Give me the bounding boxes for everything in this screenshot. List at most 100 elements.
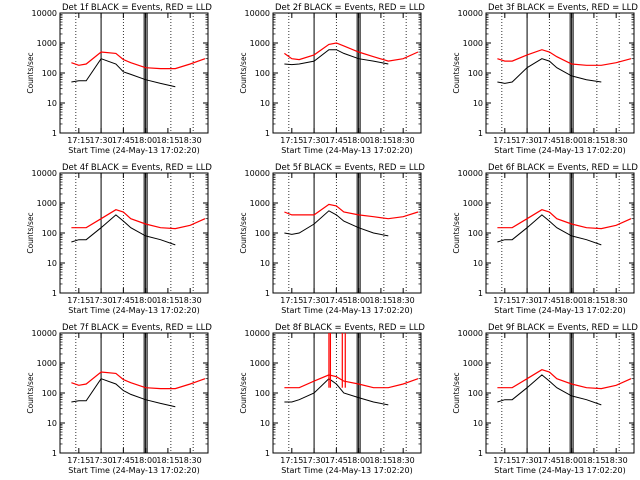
y-tick-label: 100	[42, 69, 57, 78]
y-tick-label: 1	[52, 289, 57, 298]
y-tick-label: 1000	[37, 359, 57, 368]
series-lld-line	[284, 42, 419, 62]
x-tick-label: 17:15	[67, 136, 90, 145]
y-tick-label: 100	[42, 229, 57, 238]
y-tick-label: 100	[255, 229, 270, 238]
x-tick-label: 18:30	[605, 456, 628, 465]
y-tick-label: 1000	[463, 199, 483, 208]
x-axis-label: Start Time (24-May-13 17:02:20)	[68, 466, 199, 475]
x-tick-label: 17:45	[112, 296, 135, 305]
x-tick-label: 17:30	[90, 296, 113, 305]
y-tick-label: 10000	[245, 169, 270, 178]
y-axis-label: Counts/sec	[26, 212, 35, 253]
x-tick-label: 18:15	[369, 456, 392, 465]
y-axis-label: Counts/sec	[239, 52, 248, 93]
y-tick-label: 100	[42, 389, 57, 398]
axes-frame	[272, 172, 422, 294]
x-tick-label: 18:30	[605, 296, 628, 305]
panel-7: Det 7f BLACK = Events, RED = LLD 1 10 100 10…	[26, 323, 212, 475]
y-tick-label: 100	[468, 229, 483, 238]
x-tick-label: 18:00	[560, 456, 583, 465]
panel-title: Det 1f BLACK = Events, RED = LLD	[62, 3, 212, 13]
y-tick-label: 1000	[250, 199, 270, 208]
y-tick-label: 1000	[37, 39, 57, 48]
panel-8: Det 8f BLACK = Events, RED = LLD 1 10 100 10…	[239, 323, 425, 475]
y-axis-label: Counts/sec	[26, 52, 35, 93]
y-axis-label: Counts/sec	[239, 372, 248, 413]
axes-frame	[485, 332, 635, 454]
axes-frame	[59, 12, 209, 134]
y-tick-label: 1	[265, 129, 270, 138]
x-tick-label: 17:15	[493, 296, 516, 305]
x-tick-label: 17:15	[67, 296, 90, 305]
x-tick-label: 17:45	[538, 296, 561, 305]
x-tick-label: 17:15	[493, 136, 516, 145]
x-tick-label: 17:30	[516, 136, 539, 145]
y-tick-label: 100	[255, 389, 270, 398]
series-lld-line	[497, 209, 632, 230]
y-tick-label: 1	[265, 289, 270, 298]
series-events-line	[284, 49, 389, 66]
panel-1: Det 1f BLACK = Events, RED = LLD 1 10 100 10…	[26, 3, 212, 155]
y-tick-label: 1	[52, 129, 57, 138]
y-axis-label: Counts/sec	[26, 372, 35, 413]
x-tick-label: 17:15	[280, 456, 303, 465]
series-lld-line	[284, 203, 419, 220]
y-tick-label: 10	[260, 259, 270, 268]
x-tick-label: 17:45	[538, 136, 561, 145]
y-tick-label: 10	[473, 99, 483, 108]
x-tick-label: 17:45	[538, 456, 561, 465]
x-tick-label: 18:15	[369, 136, 392, 145]
x-tick-label: 17:45	[325, 296, 348, 305]
y-tick-label: 10000	[245, 329, 270, 338]
panel-title: Det 9f BLACK = Events, RED = LLD	[488, 323, 638, 333]
y-tick-label: 1000	[463, 359, 483, 368]
y-tick-label: 100	[468, 69, 483, 78]
x-tick-label: 18:00	[347, 456, 370, 465]
series-events-line	[497, 374, 602, 406]
x-tick-label: 17:30	[303, 456, 326, 465]
y-tick-label: 10000	[458, 329, 483, 338]
x-tick-label: 18:15	[156, 296, 179, 305]
panel-2: Det 2f BLACK = Events, RED = LLD 1 10 100 10…	[239, 3, 425, 155]
y-tick-label: 1000	[463, 39, 483, 48]
x-tick-label: 17:30	[516, 456, 539, 465]
panel-title: Det 5f BLACK = Events, RED = LLD	[275, 163, 425, 173]
x-tick-label: 18:15	[582, 136, 605, 145]
y-tick-label: 10	[260, 99, 270, 108]
series-events-line	[284, 378, 389, 406]
axes-frame	[272, 12, 422, 134]
x-tick-label: 17:30	[90, 456, 113, 465]
series-lld-line	[284, 374, 419, 389]
y-tick-label: 100	[468, 389, 483, 398]
x-axis-label: Start Time (24-May-13 17:02:20)	[494, 306, 625, 315]
x-tick-label: 18:15	[582, 456, 605, 465]
x-tick-label: 17:45	[325, 456, 348, 465]
x-tick-label: 18:30	[392, 296, 415, 305]
x-tick-label: 18:15	[156, 456, 179, 465]
y-axis-label: Counts/sec	[452, 52, 461, 93]
y-tick-label: 1	[478, 289, 483, 298]
panel-title: Det 6f BLACK = Events, RED = LLD	[488, 163, 638, 173]
series-lld-line	[497, 49, 632, 66]
x-tick-label: 18:30	[392, 456, 415, 465]
x-tick-label: 17:45	[325, 136, 348, 145]
y-axis-label: Counts/sec	[239, 212, 248, 253]
x-tick-label: 17:15	[67, 456, 90, 465]
x-tick-label: 17:15	[280, 296, 303, 305]
series-lld-line	[71, 209, 206, 230]
y-tick-label: 10	[473, 259, 483, 268]
y-tick-label: 10000	[32, 329, 57, 338]
x-tick-label: 17:45	[112, 456, 135, 465]
axes-frame	[59, 172, 209, 294]
panel-title: Det 7f BLACK = Events, RED = LLD	[62, 323, 212, 333]
series-events-line	[71, 214, 176, 246]
series-events-line	[497, 214, 602, 246]
x-tick-label: 17:30	[516, 296, 539, 305]
y-tick-label: 10000	[458, 9, 483, 18]
x-axis-label: Start Time (24-May-13 17:02:20)	[281, 146, 412, 155]
x-tick-label: 18:00	[347, 296, 370, 305]
series-events-line	[71, 378, 176, 408]
y-tick-label: 10	[260, 419, 270, 428]
